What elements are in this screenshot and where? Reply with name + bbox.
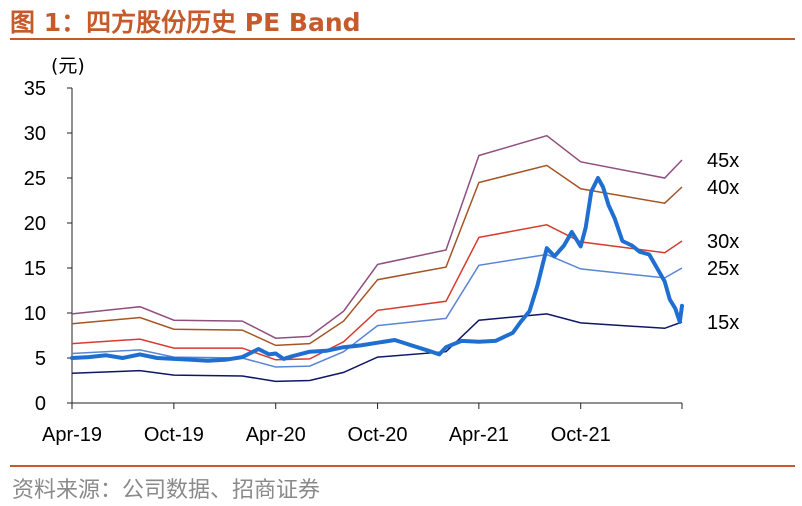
band-line-25x: [71, 253, 683, 368]
band-line-40x: [71, 164, 683, 347]
source-note: 资料来源：公司数据、招商证券: [12, 478, 321, 503]
band-label-25x: 25x: [707, 258, 739, 280]
y-tick-label: 10: [24, 303, 46, 325]
x-tick-label: Oct-19: [144, 424, 204, 446]
y-tick-label: 0: [35, 393, 46, 415]
band-label-45x: 45x: [707, 150, 739, 172]
y-tick-label: 25: [24, 168, 46, 190]
y-tick-label: 30: [24, 123, 46, 145]
band-label-15x: 15x: [707, 312, 739, 334]
band-label-40x: 40x: [707, 177, 739, 199]
x-tick-label: Oct-20: [348, 424, 408, 446]
source-divider: [10, 465, 795, 467]
x-tick-label: Apr-20: [246, 424, 306, 446]
y-tick-label: 5: [35, 348, 46, 370]
chart-axes: 0 5 10 15 20 25 30 35 Apr-19 Oct-19 Apr-20 Oct-20 Ap…: [24, 55, 683, 446]
y-axis-unit-label: (元): [51, 55, 85, 77]
band-line-45x: [71, 134, 683, 339]
figure-title: 图 1：四方股份历史 PE Band: [10, 8, 361, 37]
band-labels: 45x 40x 30x 25x 15x: [707, 150, 739, 334]
price-line: [70, 176, 684, 363]
band-line-15x: [71, 313, 683, 383]
band-label-30x: 30x: [707, 231, 739, 253]
title-divider: [10, 38, 795, 40]
y-tick-label: 20: [24, 213, 46, 235]
price-series: [70, 176, 684, 363]
x-tick-label: Oct-21: [551, 424, 611, 446]
y-tick-label: 15: [24, 258, 46, 280]
x-tick-label: Apr-19: [42, 424, 102, 446]
y-tick-label: 35: [24, 78, 46, 100]
x-tick-label: Apr-21: [449, 424, 509, 446]
band-line-30x: [71, 224, 683, 361]
